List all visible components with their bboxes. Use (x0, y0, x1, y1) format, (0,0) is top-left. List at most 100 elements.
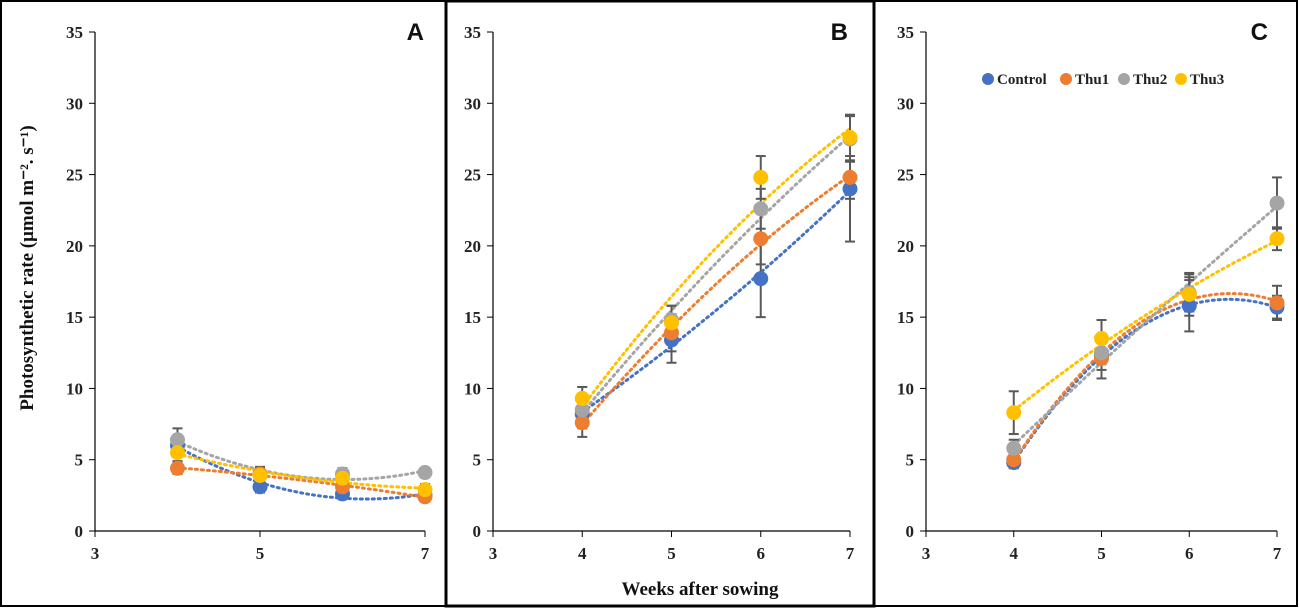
panel-a-y-tick-label: 25 (66, 166, 83, 185)
panel-b-point-thu3 (753, 169, 769, 185)
panel-b-x-tick-label: 4 (578, 544, 587, 563)
panel-a-frame (0, 0, 447, 607)
panel-b-y-tick-label: 25 (464, 166, 481, 185)
panel-a-trendline-control (176, 445, 427, 501)
panel-b-x-tick-label: 6 (757, 544, 766, 563)
panel-c-point-thu3 (1094, 331, 1109, 347)
panel-b-point-thu1 (574, 415, 590, 431)
panel-a-point-thu3 (252, 467, 268, 483)
panel-c-y-tick-label: 20 (897, 237, 914, 256)
panel-c-point-thu2 (1094, 345, 1109, 361)
panel-b-point-thu3 (664, 315, 679, 331)
legend-label-thu1: Thu1 (1075, 72, 1109, 88)
panel-b-trendline-thu2 (580, 134, 852, 415)
panel-a-x-tick-label: 3 (91, 544, 100, 563)
panel-b-point-control (842, 181, 858, 197)
panel-b-x-tick-label: 3 (489, 544, 498, 563)
panel-a-trendline-thu3 (176, 452, 427, 490)
panel-c-trendline-thu2 (1012, 204, 1279, 447)
panel-a-y-tick-label: 10 (66, 379, 83, 398)
panel-a-point-thu3 (417, 482, 433, 498)
panel-a-point-control (252, 479, 268, 495)
panel-a-x-tick-label: 7 (421, 544, 430, 563)
legend-marker-thu3 (1175, 73, 1187, 85)
panel-b-x-tick-label: 5 (667, 544, 676, 563)
legend-item-thu3: Thu3 (1175, 72, 1224, 88)
panel-a-y-tick-label: 5 (75, 451, 84, 470)
panel-c-point-control (1181, 298, 1197, 314)
panel-c-x-tick-label: 3 (922, 544, 931, 563)
panel-c-y-tick-label: 10 (897, 379, 914, 398)
panel-b-point-thu1 (842, 169, 858, 185)
panel-b-point-control (753, 271, 769, 287)
panel-c-y-tick-label: 0 (906, 522, 915, 541)
panel-c-x-tick-label: 6 (1185, 544, 1194, 563)
panel-c-point-thu2 (1269, 195, 1285, 211)
panel-a-x-tick-label: 5 (256, 544, 265, 563)
panel-c: 0 5 10 15 20 25 30 35 3 4 5 6 7 C (897, 19, 1285, 563)
panel-b-trendline-control (580, 189, 852, 414)
panel-c-y-tick-label: 5 (906, 451, 915, 470)
panel-a-letter: A (407, 19, 424, 46)
panel-c-x-tick-label: 7 (1273, 544, 1282, 563)
panel-b-x-tick-label: 7 (846, 544, 855, 563)
legend-label-thu3: Thu3 (1190, 72, 1224, 88)
panel-c-point-thu3 (1181, 286, 1197, 302)
panel-b-letter: B (831, 19, 848, 46)
panel-a-point-thu3 (335, 470, 350, 486)
panel-a-point-thu1 (170, 460, 185, 476)
panel-c-letter: C (1251, 19, 1268, 46)
panel-c-point-thu1 (1269, 295, 1285, 311)
panel-b-point-thu3 (842, 130, 858, 146)
panel-a-y-tick-label: 35 (66, 23, 83, 42)
panel-c-y-tick-label: 35 (897, 23, 914, 42)
panel-c-y-tick-label: 15 (897, 308, 914, 327)
panel-c-x-tick-label: 5 (1097, 544, 1106, 563)
panel-b-y-tick-label: 15 (464, 308, 481, 327)
panel-b-point-thu2 (753, 201, 769, 217)
panel-b-frame (444, 0, 876, 608)
panel-a-y-tick-label: 30 (66, 94, 83, 113)
panel-c-point-thu2 (1006, 440, 1022, 456)
panel-b-point-thu3 (574, 390, 590, 406)
panel-b-point-thu2 (574, 402, 590, 418)
panel-a-point-thu2 (170, 432, 185, 448)
panel-c-x-tick-label: 4 (1010, 544, 1019, 563)
panel-a-point-thu3 (170, 445, 185, 461)
legend-item-control: Control (982, 72, 1047, 88)
panel-a-y-tick-label: 0 (75, 522, 84, 541)
legend-label-thu2: Thu2 (1133, 72, 1167, 88)
panel-b: 0 5 10 15 20 25 30 35 3 4 5 6 7 B (464, 19, 858, 563)
panel-b-y-tick-label: 35 (464, 23, 481, 42)
legend-item-thu2: Thu2 (1118, 72, 1167, 88)
panel-c-point-thu3 (1269, 231, 1285, 247)
panel-b-y-tick-label: 0 (473, 522, 482, 541)
panel-c-point-thu3 (1006, 405, 1022, 421)
panel-b-point-thu1 (753, 231, 769, 247)
legend-marker-thu2 (1118, 73, 1130, 85)
legend-marker-control (982, 73, 994, 85)
legend: Control Thu1 Thu2 Thu3 (982, 72, 1224, 88)
x-axis-title: Weeks after sowing (622, 579, 779, 600)
panel-a-y-tick-label: 15 (66, 308, 83, 327)
panel-a-trendline-thu2 (176, 440, 427, 481)
legend-marker-thu1 (1060, 73, 1072, 85)
panel-c-frame (873, 0, 1298, 607)
panel-a-trendline-thu1 (176, 466, 427, 499)
panel-b-y-tick-label: 20 (464, 237, 481, 256)
legend-label-control: Control (997, 72, 1047, 88)
panel-c-trendline-thu3 (1012, 239, 1279, 413)
panel-c-trendline-thu1 (1012, 291, 1279, 463)
panel-c-y-tick-label: 25 (897, 166, 914, 185)
legend-item-thu1: Thu1 (1060, 72, 1109, 88)
panel-b-y-tick-label: 30 (464, 94, 481, 113)
panel-a-y-tick-label: 20 (66, 237, 83, 256)
y-axis-title: Photosynthetic rate (μmol m⁻². s⁻¹) (17, 125, 38, 410)
panel-a-point-thu2 (417, 465, 433, 481)
panel-b-y-tick-label: 5 (473, 451, 482, 470)
panel-c-point-thu1 (1006, 452, 1022, 468)
panel-b-trendline-thu3 (580, 127, 852, 409)
panel-b-trendline-thu1 (580, 174, 852, 426)
